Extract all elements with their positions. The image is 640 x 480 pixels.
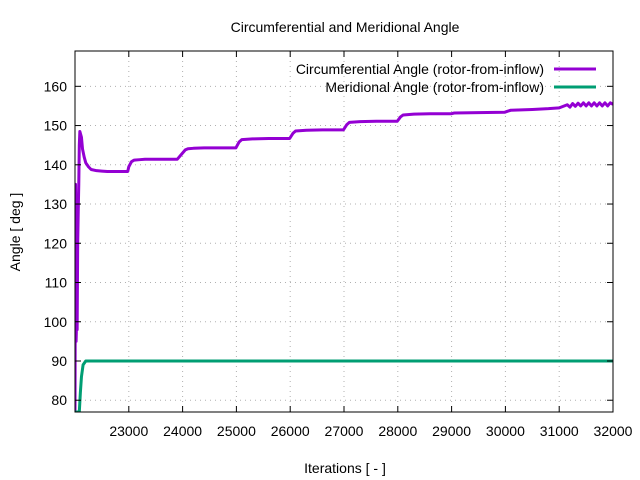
- x-axis-label: Iterations [ - ]: [304, 460, 386, 476]
- x-tick-label: 26000: [271, 423, 310, 439]
- x-tick-label: 31000: [540, 423, 579, 439]
- x-tick-label: 32000: [594, 423, 633, 439]
- axis-ticks: 23000 24000 25000 26000 27000 28000 29000 30000…: [44, 51, 633, 439]
- x-tick-label: 27000: [325, 423, 364, 439]
- y-tick-label: 140: [44, 157, 68, 173]
- y-axis-label: Angle [ deg ]: [7, 193, 23, 272]
- series-line-1: [75, 101, 613, 412]
- legend: Circumferential Angle (rotor-from-inflow…: [296, 61, 596, 95]
- x-tick-label: 30000: [486, 423, 525, 439]
- x-tick-label: 29000: [432, 423, 471, 439]
- x-tick-label: 24000: [163, 423, 202, 439]
- x-tick-label: 28000: [378, 423, 417, 439]
- plot-series: [75, 101, 613, 412]
- y-tick-label: 100: [44, 314, 68, 330]
- y-tick-label: 80: [51, 392, 67, 408]
- y-tick-label: 130: [44, 196, 68, 212]
- y-tick-label: 160: [44, 78, 68, 94]
- y-tick-label: 150: [44, 118, 68, 134]
- series-line-2: [75, 359, 613, 412]
- y-tick-label: 120: [44, 235, 68, 251]
- x-tick-label: 23000: [109, 423, 148, 439]
- y-tick-label: 110: [45, 275, 68, 291]
- x-tick-label: 25000: [217, 423, 256, 439]
- y-tick-label: 90: [51, 353, 67, 369]
- legend-label: Circumferential Angle (rotor-from-inflow…: [296, 61, 544, 77]
- grid: [75, 51, 614, 412]
- legend-label: Meridional Angle (rotor-from-inflow): [325, 79, 544, 95]
- chart-title: Circumferential and Meridional Angle: [231, 19, 460, 35]
